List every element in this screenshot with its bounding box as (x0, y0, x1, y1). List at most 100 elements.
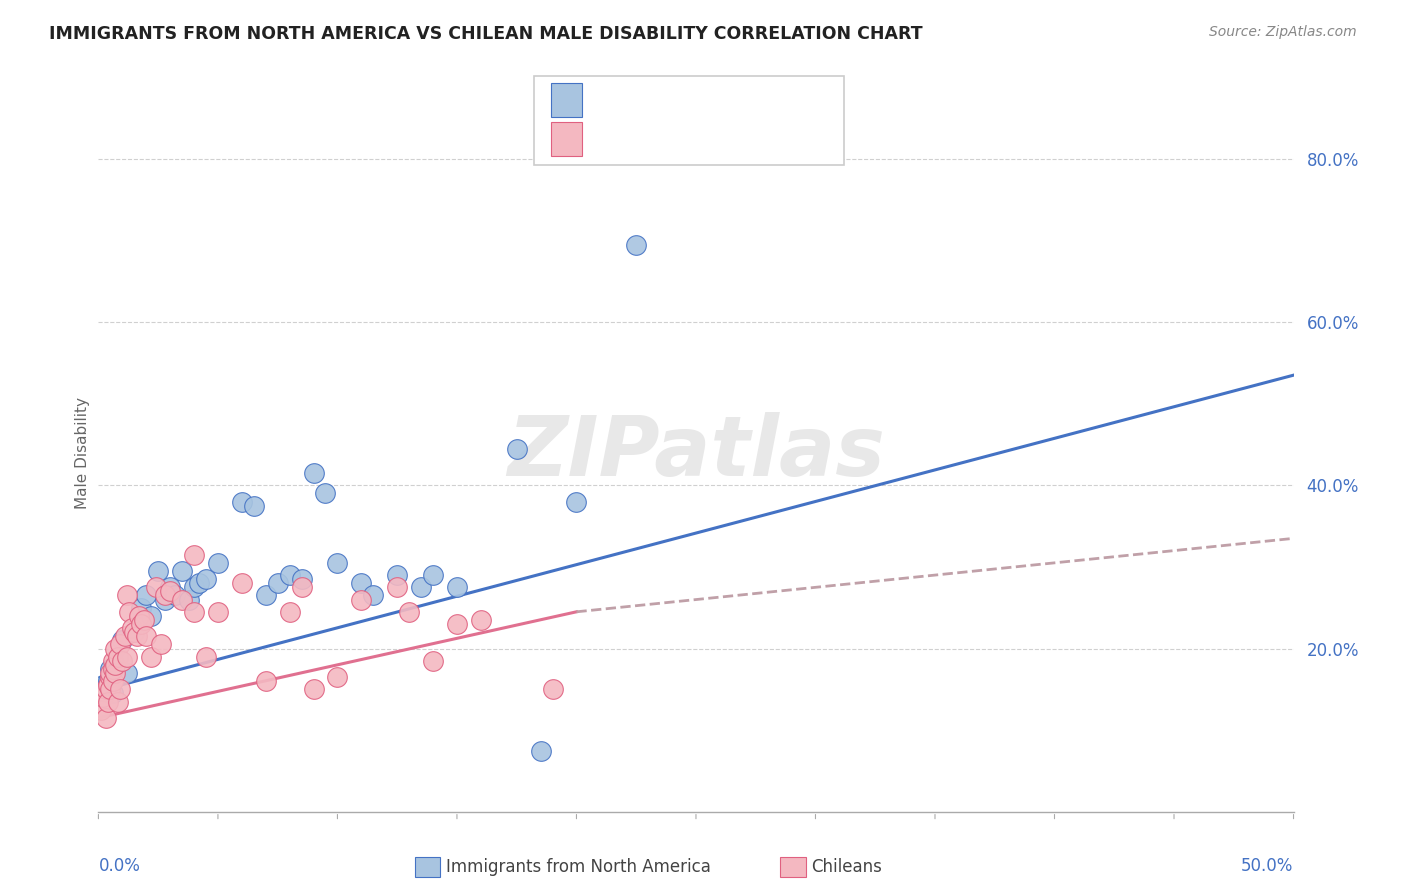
Point (291, 572, 314, 586)
Point (121, 621, 143, 635)
Point (231, 494, 253, 508)
Text: Immigrants from North America: Immigrants from North America (446, 858, 710, 876)
Point (326, 670, 349, 684)
Point (139, 608, 162, 623)
Point (124, 625, 146, 640)
Point (107, 649, 129, 664)
Point (565, 494, 588, 508)
Point (183, 548, 205, 562)
Point (207, 556, 229, 570)
Point (98, 662, 122, 676)
Point (231, 576, 253, 591)
Point (108, 637, 131, 651)
Point (148, 564, 170, 578)
Point (195, 572, 218, 586)
Point (446, 617, 468, 632)
Point (98, 665, 122, 680)
Point (97, 674, 120, 689)
Point (302, 682, 325, 697)
Text: R = 0.329   N = 54: R = 0.329 N = 54 (596, 130, 766, 148)
Point (302, 466, 325, 480)
Point (91, 690, 114, 705)
Point (350, 576, 373, 591)
Point (131, 617, 153, 632)
Point (187, 576, 209, 591)
Point (107, 695, 129, 709)
Point (363, 589, 385, 603)
Point (104, 657, 127, 672)
Point (183, 580, 205, 594)
Point (135, 589, 157, 603)
Point (118, 605, 141, 619)
Point (411, 580, 433, 594)
Point (626, 237, 648, 252)
Point (115, 589, 138, 603)
Point (159, 580, 181, 594)
Text: 0.0%: 0.0% (98, 856, 141, 874)
Point (101, 662, 124, 676)
Point (422, 568, 444, 582)
Text: Chileans: Chileans (811, 858, 882, 876)
Point (97, 678, 120, 692)
Point (207, 605, 229, 619)
Point (114, 629, 136, 643)
Point (108, 682, 131, 697)
Point (115, 649, 138, 664)
Text: ZIPatlas: ZIPatlas (508, 412, 884, 493)
Point (135, 629, 157, 643)
Point (132, 613, 155, 627)
Point (128, 608, 150, 623)
Point (530, 743, 553, 757)
Point (104, 665, 127, 680)
Point (90, 703, 112, 717)
Point (94, 711, 117, 725)
Point (111, 654, 134, 668)
Point (385, 580, 409, 594)
Point (107, 649, 129, 664)
Point (179, 592, 201, 607)
Point (101, 674, 124, 689)
Point (159, 584, 181, 599)
Point (278, 605, 301, 619)
Point (172, 564, 194, 578)
Point (111, 633, 134, 648)
Point (446, 580, 468, 594)
Point (131, 600, 153, 615)
Point (91, 678, 114, 692)
Point (145, 580, 167, 594)
Point (398, 605, 420, 619)
Point (101, 686, 124, 700)
Point (104, 641, 127, 656)
Point (254, 589, 277, 603)
Point (243, 499, 266, 513)
Point (195, 649, 218, 664)
Point (350, 592, 373, 607)
Point (541, 682, 564, 697)
Text: 50.0%: 50.0% (1241, 856, 1294, 874)
Point (422, 654, 444, 668)
Point (139, 649, 162, 664)
Point (125, 629, 148, 643)
Point (172, 592, 194, 607)
Point (183, 605, 205, 619)
Point (254, 674, 277, 689)
Point (94, 682, 117, 697)
Point (506, 442, 529, 456)
Point (149, 637, 172, 651)
Point (97, 695, 120, 709)
Point (470, 613, 492, 627)
Point (278, 568, 301, 582)
Y-axis label: Male Disability: Male Disability (75, 397, 90, 508)
Text: Source: ZipAtlas.com: Source: ZipAtlas.com (1209, 25, 1357, 39)
Point (124, 625, 146, 640)
Point (98, 670, 122, 684)
Text: IMMIGRANTS FROM NORTH AMERICA VS CHILEAN MALE DISABILITY CORRELATION CHART: IMMIGRANTS FROM NORTH AMERICA VS CHILEAN… (49, 25, 922, 43)
Point (155, 589, 177, 603)
Point (291, 580, 314, 594)
Point (326, 556, 349, 570)
Point (101, 654, 124, 668)
Point (115, 665, 138, 680)
Point (315, 486, 337, 500)
Text: R = 0.638   N = 40: R = 0.638 N = 40 (596, 91, 766, 109)
Point (98, 682, 122, 697)
